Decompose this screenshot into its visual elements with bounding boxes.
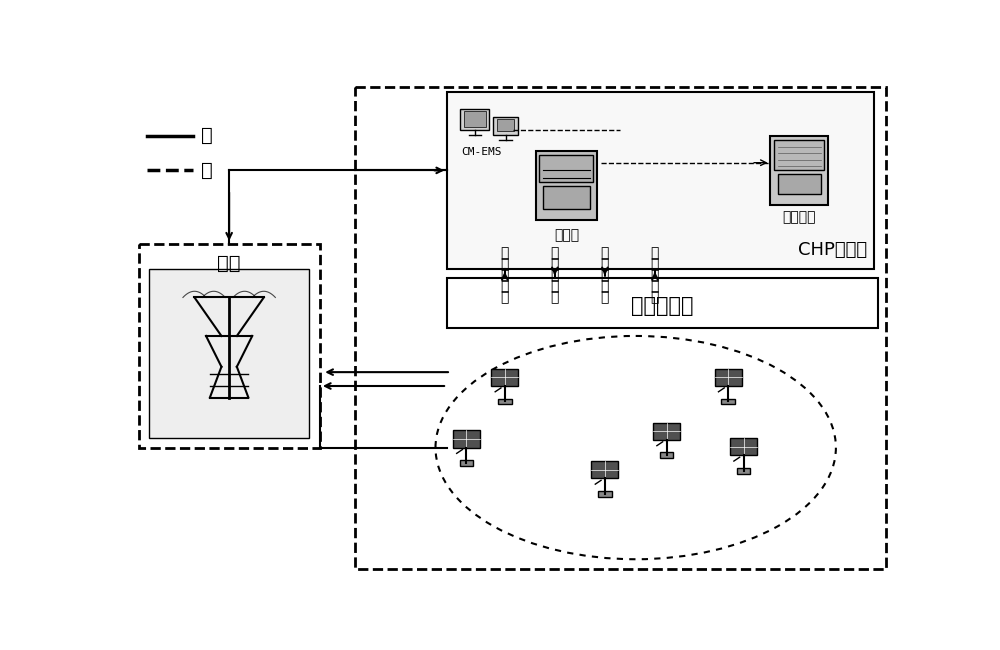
Text: 供: 供: [651, 268, 659, 282]
Text: 微燃机: 微燃机: [554, 228, 579, 242]
Bar: [139, 244, 320, 448]
Text: 电: 电: [201, 126, 212, 145]
Bar: [491, 369, 518, 386]
Bar: [774, 140, 824, 170]
Text: 际: 际: [501, 257, 509, 272]
Text: 望: 望: [601, 257, 609, 272]
Text: 供: 供: [601, 268, 609, 282]
Bar: [493, 116, 518, 135]
Text: 期: 期: [551, 246, 559, 261]
Bar: [447, 278, 878, 328]
Bar: [460, 109, 489, 131]
Bar: [539, 155, 593, 182]
Ellipse shape: [436, 336, 836, 559]
Text: 热: 热: [651, 279, 659, 293]
Text: 量: 量: [601, 290, 609, 304]
Text: 际: 际: [651, 257, 659, 272]
Text: 实: 实: [501, 246, 509, 261]
Text: 储热装置: 储热装置: [782, 211, 816, 224]
Bar: [536, 151, 597, 220]
Bar: [355, 87, 886, 569]
Bar: [660, 452, 673, 458]
Bar: [447, 92, 874, 269]
Bar: [460, 460, 473, 466]
Text: 实: 实: [651, 246, 659, 261]
Text: 供: 供: [501, 268, 509, 282]
Text: 热: 热: [201, 161, 212, 180]
Bar: [653, 422, 680, 440]
Bar: [543, 186, 590, 209]
Text: 电: 电: [551, 279, 559, 293]
Bar: [149, 269, 309, 438]
Bar: [737, 468, 750, 474]
Text: CHP运营商: CHP运营商: [798, 241, 867, 259]
Bar: [715, 369, 742, 386]
Text: 供: 供: [551, 268, 559, 282]
Bar: [464, 111, 486, 127]
Bar: [591, 461, 618, 478]
Text: 期: 期: [601, 246, 609, 261]
Bar: [778, 174, 820, 194]
Text: 光伏用户群: 光伏用户群: [631, 296, 694, 315]
Bar: [453, 430, 480, 448]
Text: 望: 望: [551, 257, 559, 272]
Bar: [498, 398, 512, 404]
Text: CM-EMS: CM-EMS: [461, 148, 502, 157]
Bar: [770, 136, 828, 205]
Bar: [497, 119, 514, 131]
Bar: [730, 438, 757, 455]
Text: 量: 量: [651, 290, 659, 304]
Text: 热: 热: [601, 279, 609, 293]
Bar: [721, 398, 735, 404]
Text: 电网: 电网: [217, 254, 241, 272]
Bar: [598, 491, 612, 497]
Text: 量: 量: [551, 290, 559, 304]
Text: 电: 电: [501, 279, 509, 293]
Text: 量: 量: [501, 290, 509, 304]
